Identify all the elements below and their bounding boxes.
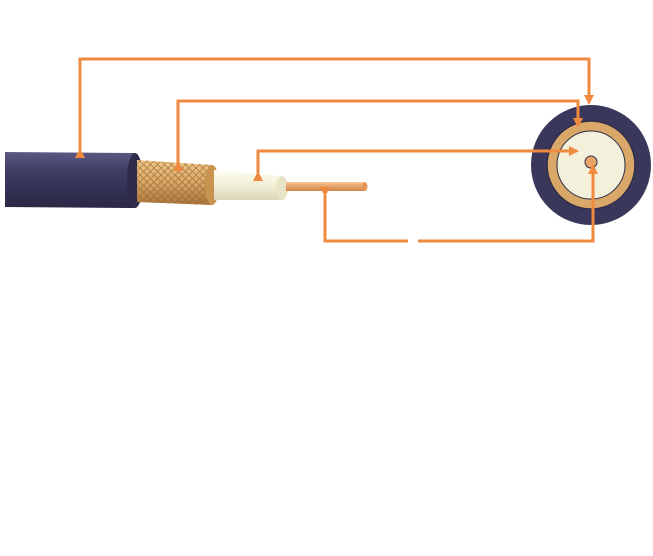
cable-side-view xyxy=(5,152,368,208)
leader-arrows xyxy=(75,57,598,243)
jacket-arrow xyxy=(75,57,594,158)
dielectric-arrow xyxy=(253,146,579,181)
outer-jacket-segment xyxy=(5,152,143,208)
dielectric-insulator-segment xyxy=(214,170,288,200)
center-conductor-segment xyxy=(286,182,368,191)
conductor-arrow xyxy=(320,187,408,243)
conductor-arrow-right xyxy=(418,164,598,243)
cross-section-conductor xyxy=(584,155,598,169)
cable-cross-section xyxy=(531,105,651,225)
braided-shield-segment xyxy=(137,160,219,205)
braid-arrow xyxy=(173,99,583,171)
